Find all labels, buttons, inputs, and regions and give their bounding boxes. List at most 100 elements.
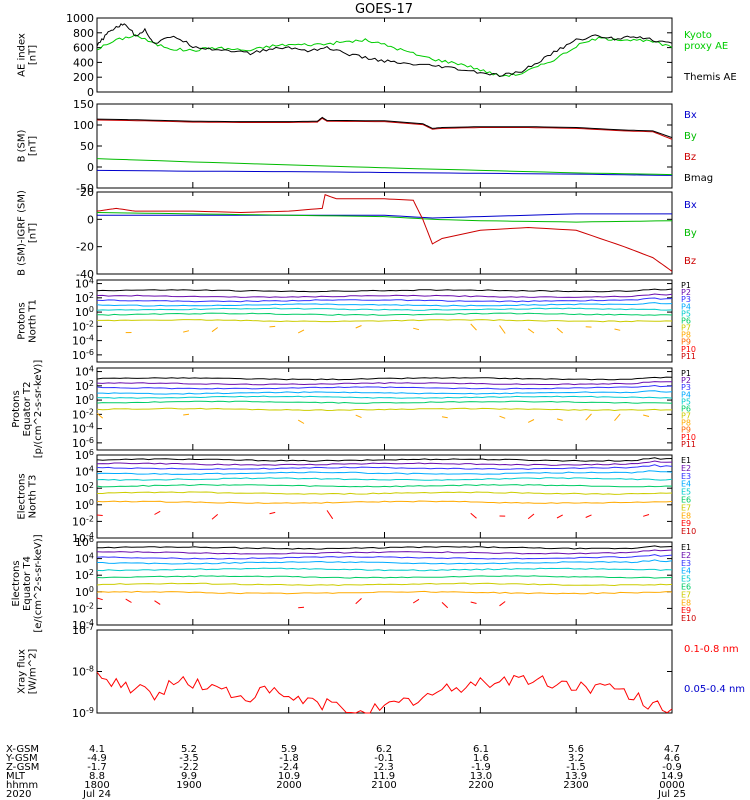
series-e_north-e9-segment bbox=[556, 514, 563, 519]
legend-e_equator-e4: E4 bbox=[681, 567, 691, 576]
legend-p_north-p9: P9 bbox=[681, 338, 691, 347]
series-p_equator-p5 bbox=[96, 395, 673, 399]
x-axis-row-label: 2020 bbox=[6, 789, 32, 800]
series-p_north-p8-segment bbox=[614, 328, 621, 331]
legend-p_north-p4: P4 bbox=[681, 302, 691, 311]
series-p_north-p4 bbox=[96, 302, 673, 307]
series-b-bz bbox=[96, 117, 673, 140]
x-axis-cell: 14.9 bbox=[660, 771, 684, 782]
legend-xray-0-1-0-8-nm: 0.1-0.8 nm bbox=[684, 644, 739, 655]
series-e_north-e9-segment bbox=[326, 510, 334, 520]
y-tick-label-p_equator: 104 bbox=[75, 365, 94, 379]
legend-p_equator-p5: P5 bbox=[681, 397, 691, 406]
series-bdiff-bx bbox=[97, 213, 672, 219]
y-tick-label-e_equator: 106 bbox=[75, 535, 94, 549]
legend-e_north-e2: E2 bbox=[681, 464, 691, 473]
y-tick-label-e_north: 10-4 bbox=[72, 531, 94, 545]
x-axis-cell: 11.9 bbox=[372, 771, 396, 782]
y-tick-label-e_north: 106 bbox=[75, 448, 94, 462]
series-p_north-p1 bbox=[96, 288, 673, 293]
y-tick-label-p_north: 104 bbox=[75, 277, 94, 291]
legend-ae-proxy-ae: proxy AE bbox=[684, 41, 728, 52]
series-p_equator-p8-segment bbox=[643, 414, 650, 417]
y-tick-label-e_north: 104 bbox=[75, 465, 94, 479]
x-axis-cell: 1800 bbox=[84, 780, 110, 791]
legend-p_north-p1: P1 bbox=[681, 281, 691, 290]
legend-p_equator-p3: P3 bbox=[681, 383, 691, 392]
x-axis-cell: 6.1 bbox=[473, 744, 489, 755]
legend-e_equator-e1: E1 bbox=[681, 543, 691, 552]
legend-p_equator-p2: P2 bbox=[681, 376, 691, 385]
series-e_north-e3 bbox=[96, 464, 673, 470]
y-tick-label-p_equator: 100 bbox=[75, 393, 94, 407]
y-tick-label-e_north: 102 bbox=[75, 481, 94, 495]
y-tick-label-e_equator: 10-4 bbox=[72, 618, 94, 632]
legend-p_equator-p9: P9 bbox=[681, 426, 691, 435]
y-tick-label-ae: 600 bbox=[73, 42, 94, 55]
legend-bdiff-bx: Bx bbox=[684, 200, 697, 211]
y-axis-label-b: [nT] bbox=[28, 136, 39, 156]
series-p_equator-p8-segment bbox=[527, 419, 535, 423]
legend-bdiff-bz: Bz bbox=[684, 256, 696, 267]
y-axis-label-p_north: North T1 bbox=[28, 299, 39, 343]
legend-e_equator-e9: E9 bbox=[681, 606, 691, 615]
x-axis-cell: 5.6 bbox=[568, 744, 584, 755]
legend-p_equator-p6: P6 bbox=[681, 404, 691, 413]
series-e_north-e2 bbox=[96, 460, 673, 466]
series-p_north-p5 bbox=[96, 307, 673, 311]
y-tick-label-ae: 1000 bbox=[66, 12, 94, 25]
y-axis-label-p_north: Protons bbox=[17, 302, 28, 339]
y-axis-label-b: B (SM) bbox=[17, 129, 28, 162]
chart-title: GOES-17 bbox=[355, 2, 413, 17]
series-p_equator-p8-segment bbox=[585, 413, 592, 421]
series-e_equator-e3 bbox=[96, 554, 673, 560]
series-e_equator-e9-segment bbox=[470, 601, 477, 604]
series-p_north-p8-segment bbox=[211, 327, 218, 333]
y-tick-label-e_equator: 10-2 bbox=[72, 601, 94, 615]
y-tick-label-ae: 400 bbox=[73, 56, 94, 69]
series-p_equator-p8-segment bbox=[96, 412, 104, 419]
y-tick-label-p_north: 102 bbox=[75, 291, 94, 305]
legend-e_equator-e7: E7 bbox=[681, 590, 691, 599]
series-p_north-p8-segment bbox=[470, 323, 477, 331]
x-axis-cell: -1.7 bbox=[87, 762, 107, 773]
y-tick-label-b: 0 bbox=[87, 161, 94, 174]
legend-p_north-p7: P7 bbox=[681, 324, 691, 333]
panel-frame-b bbox=[96, 103, 673, 189]
series-e_equator-e1 bbox=[97, 545, 673, 550]
y-tick-label-p_north: 10-2 bbox=[72, 319, 94, 333]
x-axis-row-label: X-GSM bbox=[6, 744, 40, 755]
series-p_equator-p3 bbox=[96, 384, 673, 390]
series-e_equator-e4 bbox=[97, 559, 673, 565]
series-p_equator-p4 bbox=[97, 390, 673, 395]
series-e_equator-e2 bbox=[96, 549, 673, 555]
series-e_equator-e7 bbox=[96, 582, 673, 587]
y-tick-label-p_north: 10-4 bbox=[72, 334, 94, 348]
series-e_north-e5 bbox=[96, 477, 673, 481]
legend-p_equator-p8: P8 bbox=[681, 419, 691, 428]
series-p_equator-p8-segment bbox=[499, 415, 506, 419]
y-tick-label-p_north: 100 bbox=[75, 305, 94, 319]
series-e_equator-e8 bbox=[96, 590, 673, 595]
series-p_north-p7 bbox=[97, 319, 673, 323]
series-p_north-p6 bbox=[96, 312, 673, 316]
series-bdiff-bz bbox=[96, 194, 673, 272]
legend-p_north-p3: P3 bbox=[681, 295, 691, 304]
series-e_equator-e9-segment bbox=[355, 598, 362, 605]
y-tick-label-e_equator: 104 bbox=[75, 552, 94, 566]
y-axis-label-e_equator: [e/(cm^2-s-sr-keV)] bbox=[33, 534, 44, 632]
series-e_north-e6 bbox=[96, 483, 673, 488]
legend-p_north-p6: P6 bbox=[681, 316, 691, 325]
legend-p_equator-p11: P11 bbox=[681, 440, 696, 449]
series-p_equator-p2 bbox=[96, 381, 673, 386]
series-e_equator-e9-segment bbox=[96, 597, 103, 601]
series-e_north-e9-segment bbox=[643, 514, 650, 517]
series-p_north-p8-segment bbox=[499, 325, 506, 334]
y-tick-label-bdiff: 0 bbox=[87, 213, 94, 226]
series-bdiff-by bbox=[96, 212, 673, 223]
legend-e_north-e10: E10 bbox=[681, 527, 696, 536]
legend-e_north-e3: E3 bbox=[681, 472, 691, 481]
legend-e_north-e9: E9 bbox=[681, 519, 691, 528]
series-e_equator-e9-segment bbox=[298, 606, 305, 609]
